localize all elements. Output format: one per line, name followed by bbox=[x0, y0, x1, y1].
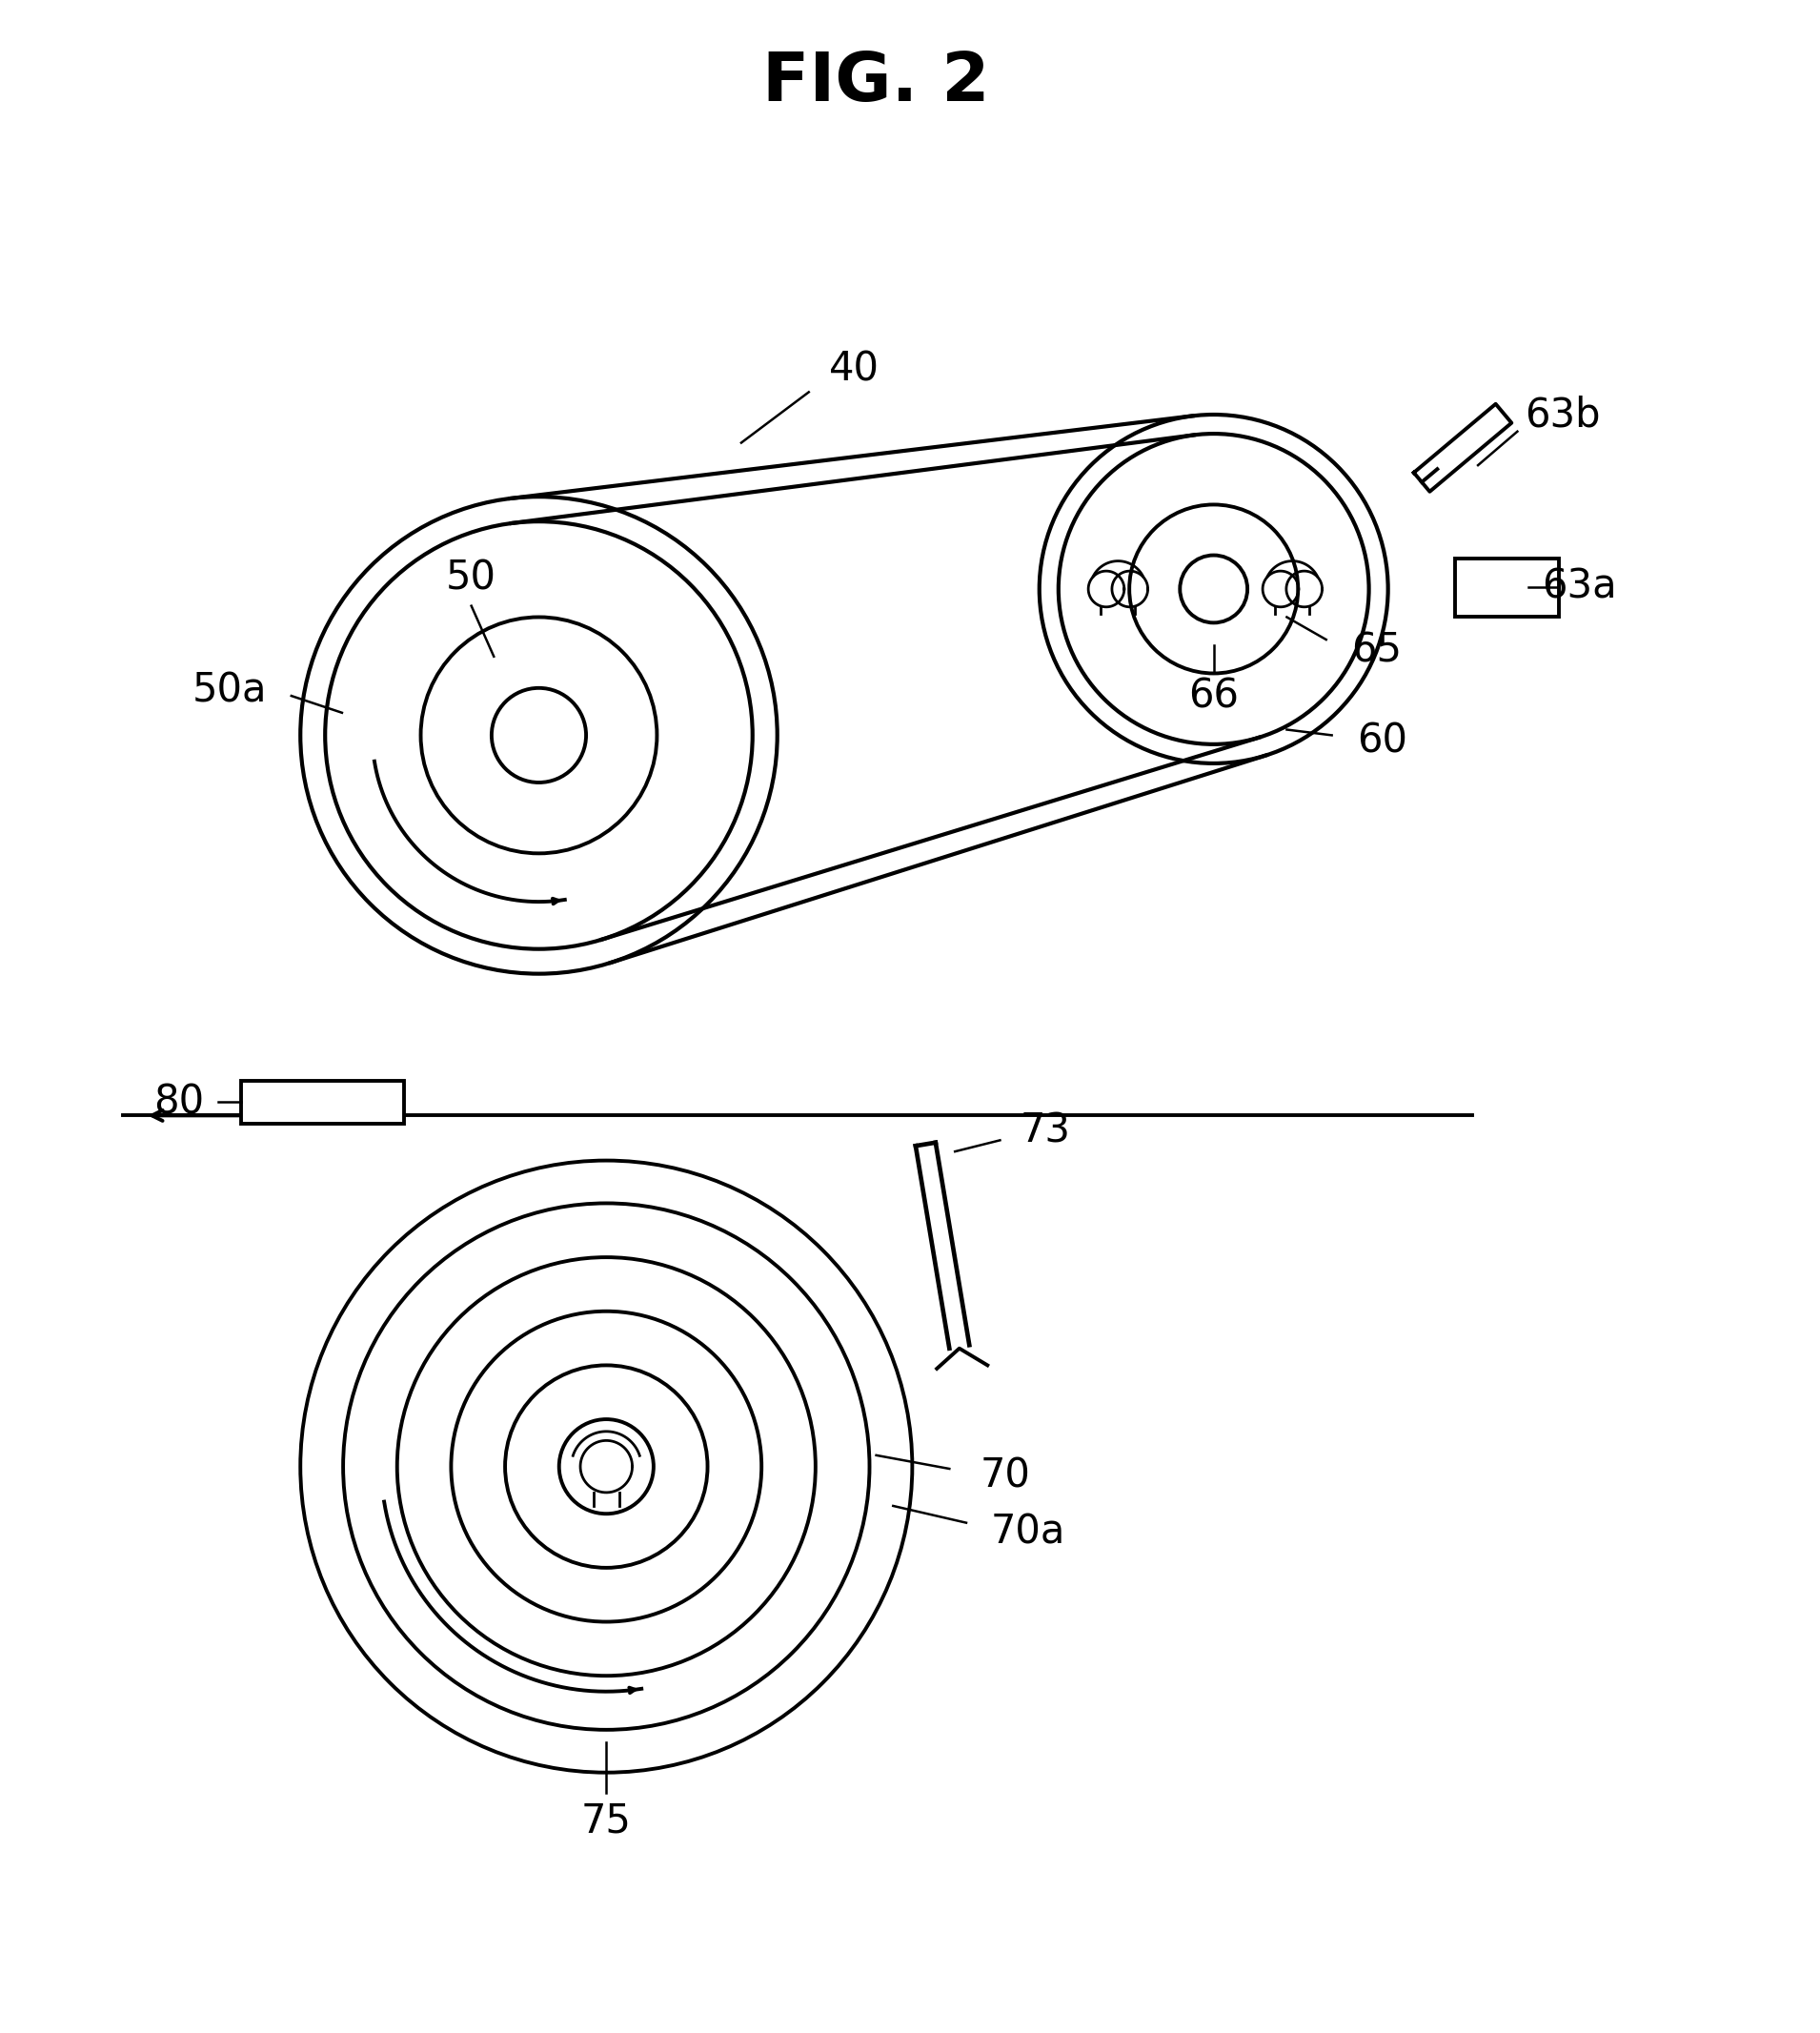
Text: 65: 65 bbox=[1352, 630, 1401, 671]
Text: 63b: 63b bbox=[1525, 394, 1600, 435]
Text: 50a: 50a bbox=[193, 671, 268, 710]
Text: 40: 40 bbox=[828, 350, 879, 390]
Text: 75: 75 bbox=[581, 1801, 632, 1842]
Bar bbox=[1456, 559, 1560, 618]
Text: 66: 66 bbox=[1188, 675, 1239, 716]
Text: 63a: 63a bbox=[1542, 567, 1616, 606]
Text: 80: 80 bbox=[153, 1082, 204, 1122]
Text: 50: 50 bbox=[446, 557, 497, 598]
Text: FIG. 2: FIG. 2 bbox=[763, 51, 990, 116]
Bar bbox=[240, 1082, 404, 1124]
Text: 73: 73 bbox=[1019, 1112, 1070, 1151]
Text: 70a: 70a bbox=[990, 1513, 1065, 1551]
Text: 60: 60 bbox=[1358, 722, 1407, 760]
Text: 70: 70 bbox=[981, 1456, 1030, 1496]
